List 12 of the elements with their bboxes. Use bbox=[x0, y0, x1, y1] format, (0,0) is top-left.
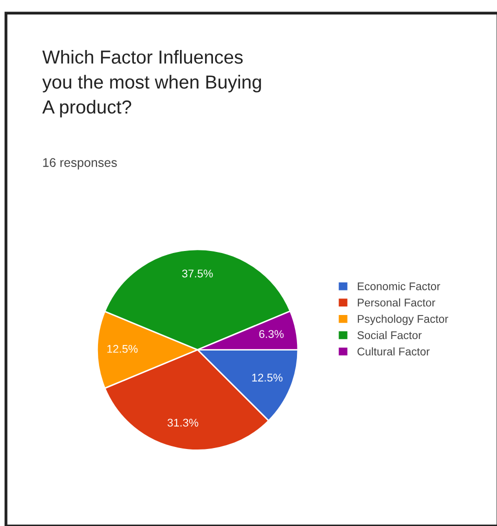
chart-title: Which Factor Influences you the most when Buying A product? bbox=[42, 50, 261, 118]
legend-label: Personal Factor bbox=[358, 298, 436, 307]
chart-subtitle: 16 responses bbox=[43, 158, 117, 170]
legend-label: Economic Factor bbox=[358, 282, 440, 290]
legend-label: Psychology Factor bbox=[358, 314, 448, 326]
data-label: 12.5% bbox=[252, 374, 282, 382]
data-label: 6.3% bbox=[259, 330, 284, 338]
data-label: 12.5% bbox=[107, 344, 138, 353]
legend-label: Social Factor bbox=[357, 330, 422, 340]
legend-label: Cultural Factor bbox=[358, 347, 430, 356]
data-label: 37.5% bbox=[182, 270, 213, 278]
data-label: 31.3% bbox=[168, 418, 198, 427]
